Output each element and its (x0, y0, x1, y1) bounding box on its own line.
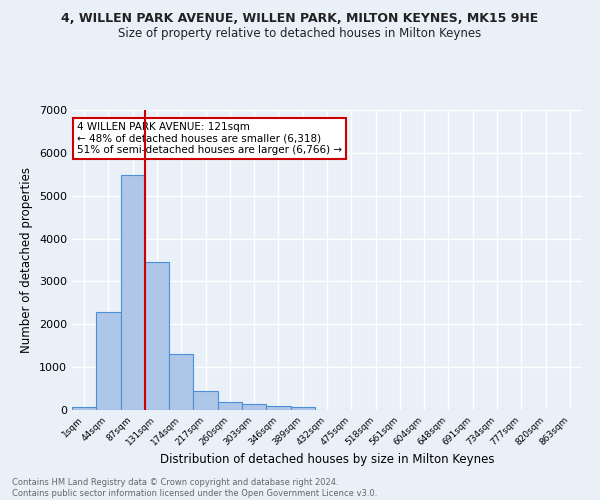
Text: 4, WILLEN PARK AVENUE, WILLEN PARK, MILTON KEYNES, MK15 9HE: 4, WILLEN PARK AVENUE, WILLEN PARK, MILT… (61, 12, 539, 26)
Text: Size of property relative to detached houses in Milton Keynes: Size of property relative to detached ho… (118, 28, 482, 40)
Bar (290, 408, 315, 410)
Bar (121, 175, 145, 410)
Bar (218, 402, 242, 410)
Y-axis label: Number of detached properties: Number of detached properties (20, 167, 34, 353)
Text: Contains HM Land Registry data © Crown copyright and database right 2024.
Contai: Contains HM Land Registry data © Crown c… (12, 478, 377, 498)
Bar (72, 407, 96, 410)
Bar (96, 312, 121, 410)
Bar (193, 390, 218, 410)
Text: 4 WILLEN PARK AVENUE: 121sqm
← 48% of detached houses are smaller (6,318)
51% of: 4 WILLEN PARK AVENUE: 121sqm ← 48% of de… (77, 122, 342, 155)
Bar (169, 354, 193, 410)
Bar (266, 406, 290, 410)
X-axis label: Distribution of detached houses by size in Milton Keynes: Distribution of detached houses by size … (160, 452, 494, 466)
Bar (242, 404, 266, 410)
Bar (145, 262, 169, 410)
